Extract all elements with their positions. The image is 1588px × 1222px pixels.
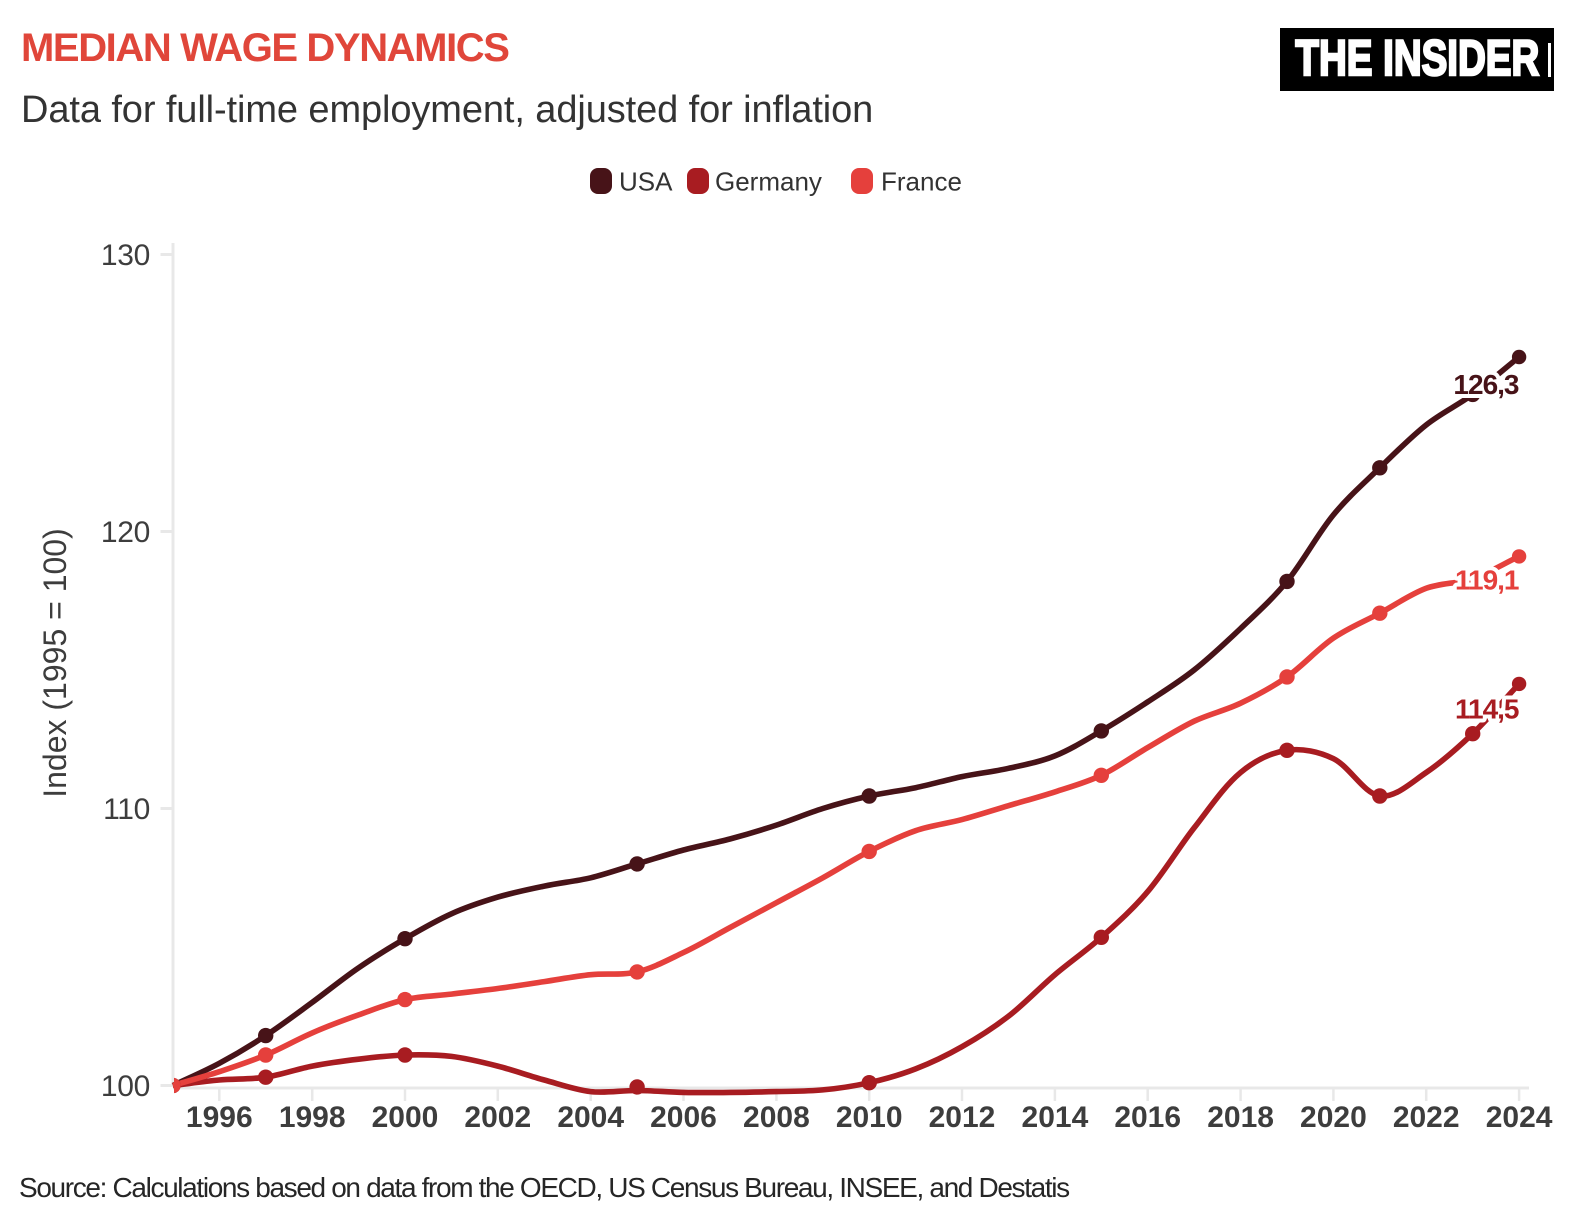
svg-text:1996: 1996	[186, 1101, 253, 1134]
svg-text:2022: 2022	[1393, 1101, 1460, 1134]
svg-text:119,1: 119,1	[1455, 564, 1519, 595]
svg-text:2006: 2006	[650, 1101, 717, 1134]
svg-text:2002: 2002	[464, 1101, 531, 1134]
svg-text:110: 110	[103, 793, 150, 826]
svg-text:1998: 1998	[279, 1101, 346, 1134]
svg-text:126,3: 126,3	[1453, 369, 1518, 400]
svg-text:2008: 2008	[743, 1101, 810, 1134]
svg-text:2020: 2020	[1300, 1101, 1367, 1134]
svg-text:Germany: Germany	[715, 167, 822, 197]
svg-text:France: France	[881, 167, 962, 197]
svg-text:2018: 2018	[1207, 1101, 1274, 1134]
svg-text:2000: 2000	[372, 1101, 439, 1134]
svg-text:Index (1995 = 100): Index (1995 = 100)	[37, 528, 73, 798]
svg-text:100: 100	[101, 1070, 150, 1103]
svg-text:2016: 2016	[1114, 1101, 1181, 1134]
svg-text:114,5: 114,5	[1455, 693, 1519, 724]
svg-text:2012: 2012	[929, 1101, 996, 1134]
svg-text:120: 120	[101, 516, 150, 549]
svg-text:130: 130	[101, 239, 150, 272]
svg-text:2024: 2024	[1486, 1101, 1553, 1134]
svg-text:USA: USA	[619, 167, 673, 197]
svg-text:2010: 2010	[836, 1101, 903, 1134]
svg-text:2004: 2004	[557, 1101, 624, 1134]
svg-text:2014: 2014	[1022, 1101, 1089, 1134]
